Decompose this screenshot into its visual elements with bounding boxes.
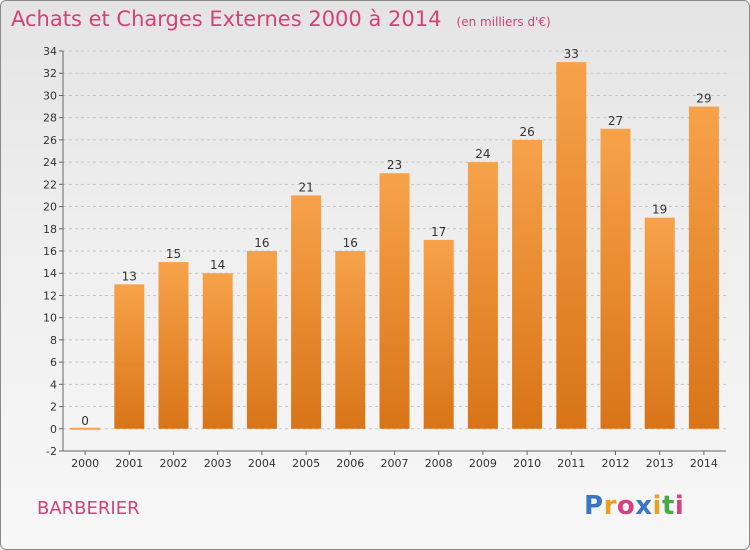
- x-tick-label: 2002: [160, 457, 188, 470]
- logo-letter: P: [584, 491, 604, 521]
- y-tick-label: 8: [50, 334, 57, 347]
- x-tick-label: 2009: [469, 457, 497, 470]
- x-tick-label: 2014: [690, 457, 718, 470]
- y-tick-label: 34: [43, 45, 57, 58]
- commune-name: BARBERIER: [37, 498, 140, 519]
- bar: [379, 173, 410, 429]
- data-labels: 0 13 15 14 16 21 16 23 17 24 26 33 27 19 29: [81, 47, 711, 428]
- data-label: 29: [696, 92, 711, 106]
- bar: [512, 139, 543, 429]
- y-tick-label: 30: [43, 89, 57, 102]
- bar: [291, 195, 322, 429]
- logo-letter: i: [652, 491, 662, 521]
- x-tick-label: 2001: [115, 457, 143, 470]
- bar: [158, 262, 189, 429]
- title-unit: (en milliers d'€): [456, 15, 551, 29]
- y-tick-label: 10: [43, 312, 57, 325]
- x-tick-label: 2004: [248, 457, 276, 470]
- data-label: 14: [210, 258, 225, 272]
- x-tick-label: 2000: [71, 457, 99, 470]
- bar: [202, 273, 233, 429]
- x-tick-label: 2011: [557, 457, 585, 470]
- data-label: 0: [81, 414, 89, 428]
- bar: [246, 251, 277, 429]
- proxiti-logo: Proxiti: [584, 491, 684, 521]
- x-tick-label: 2010: [513, 457, 541, 470]
- y-tick-label: 28: [43, 112, 57, 125]
- bar: [114, 284, 145, 429]
- data-label: 16: [254, 236, 269, 250]
- y-tick-label: 18: [43, 223, 57, 236]
- x-tick-label: 2003: [204, 457, 232, 470]
- data-label: 16: [343, 236, 358, 250]
- y-tick-label: 2: [50, 401, 57, 414]
- y-tick-label: 20: [43, 201, 57, 214]
- x-tick-label: 2012: [602, 457, 630, 470]
- y-tick-label: 6: [50, 356, 57, 369]
- bar: [556, 62, 587, 429]
- title-main: Achats et Charges Externes 2000 à 2014: [11, 7, 442, 31]
- y-tick-label: 16: [43, 245, 57, 258]
- bars: [70, 62, 719, 430]
- logo-letter: o: [616, 491, 636, 521]
- y-tick-label: 32: [43, 67, 57, 80]
- bar: [335, 251, 366, 429]
- y-tick-label: 0: [50, 423, 57, 436]
- bar: [467, 162, 498, 429]
- x-tick-label: 2005: [292, 457, 320, 470]
- data-label: 26: [519, 125, 534, 139]
- data-label: 24: [475, 147, 490, 161]
- data-label: 17: [431, 225, 446, 239]
- x-tick-label: 2007: [381, 457, 409, 470]
- y-tick-label: 24: [43, 156, 57, 169]
- bar: [600, 128, 631, 429]
- y-tick-label: 22: [43, 178, 57, 191]
- y-tick-label: 4: [50, 378, 57, 391]
- logo-letter: x: [635, 491, 653, 521]
- x-tick-label: 2006: [336, 457, 364, 470]
- data-label: 23: [387, 158, 402, 172]
- logo-letter: i: [674, 491, 685, 521]
- data-label: 19: [652, 203, 667, 217]
- bar: [644, 217, 675, 429]
- y-tick-label: 12: [43, 289, 57, 302]
- y-tick-label: 14: [43, 267, 57, 280]
- logo-letter: r: [603, 491, 617, 521]
- data-label: 21: [298, 180, 313, 194]
- bar: [423, 239, 454, 429]
- x-tick-label: 2008: [425, 457, 453, 470]
- bar: [688, 106, 719, 429]
- chart-title: Achats et Charges Externes 2000 à 2014 (…: [11, 7, 551, 31]
- data-label: 13: [122, 269, 137, 283]
- data-label: 15: [166, 247, 181, 261]
- y-tick-label: 26: [43, 134, 57, 147]
- x-tick-label: 2013: [646, 457, 674, 470]
- bar: [70, 427, 101, 430]
- data-label: 33: [564, 47, 579, 61]
- logo-letter: t: [661, 491, 675, 521]
- y-tick-label: -2: [46, 445, 57, 458]
- data-label: 27: [608, 114, 623, 128]
